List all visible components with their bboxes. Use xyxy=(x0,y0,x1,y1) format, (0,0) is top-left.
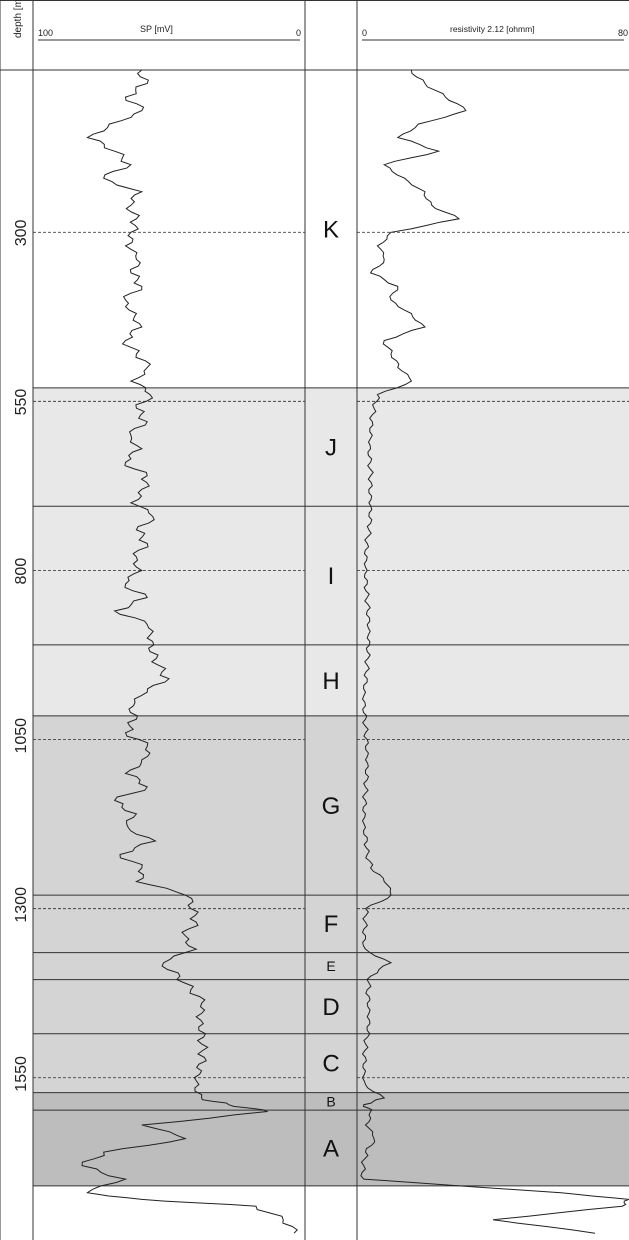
zone-band-A xyxy=(33,1110,629,1186)
zone-label-A: A xyxy=(323,1135,339,1162)
zone-label-E: E xyxy=(326,958,335,974)
zone-band-G xyxy=(33,715,629,896)
depth-tick-label: 300 xyxy=(13,220,30,247)
zone-band-C xyxy=(33,1033,629,1093)
depth-tick-label: 1300 xyxy=(13,887,30,923)
zone-band-K xyxy=(33,70,629,388)
depth-tick-label: 550 xyxy=(13,389,30,416)
zone-band-D xyxy=(33,979,629,1034)
res-range-right: 80 xyxy=(618,28,628,38)
zone-bands xyxy=(33,70,629,1186)
zone-label-I: I xyxy=(328,563,335,590)
sp-curve xyxy=(81,69,298,1234)
depth-gridlines xyxy=(33,231,629,1079)
resistivity-curve xyxy=(360,69,629,1234)
zone-label-J: J xyxy=(325,434,337,461)
zone-band-B xyxy=(33,1092,629,1111)
zone-band-H xyxy=(33,644,629,716)
depth-tick-labels: 300 550 800 1050 1300 1550 xyxy=(13,220,30,1092)
sp-track-label: SP [mV] xyxy=(140,24,173,34)
zone-band-F xyxy=(33,895,629,953)
res-range-left: 0 xyxy=(362,28,367,38)
zone-band-E xyxy=(33,952,629,980)
zone-label-D: D xyxy=(322,994,339,1021)
zone-label-C: C xyxy=(322,1051,339,1078)
sp-range-right: 0 xyxy=(296,28,301,38)
depth-axis-label: depth [m] xyxy=(13,0,24,38)
res-track-label: resistivity 2.12 [ohmm] xyxy=(450,24,535,34)
zone-label-K: K xyxy=(323,216,339,243)
zone-label-B: B xyxy=(326,1093,335,1109)
depth-tick-label: 1550 xyxy=(13,1056,30,1092)
sp-range-left: 100 xyxy=(38,28,53,38)
zone-label-H: H xyxy=(322,668,339,695)
depth-tick-label: 1050 xyxy=(13,718,30,754)
zone-label-F: F xyxy=(324,911,339,938)
zone-band-I xyxy=(33,506,629,645)
log-curves xyxy=(81,69,629,1234)
zone-labels: K J I H G F E D CB A xyxy=(33,216,629,1187)
zone-label-G: G xyxy=(322,793,341,820)
depth-tick-label: 800 xyxy=(13,558,30,585)
zone-band-J xyxy=(33,387,629,507)
